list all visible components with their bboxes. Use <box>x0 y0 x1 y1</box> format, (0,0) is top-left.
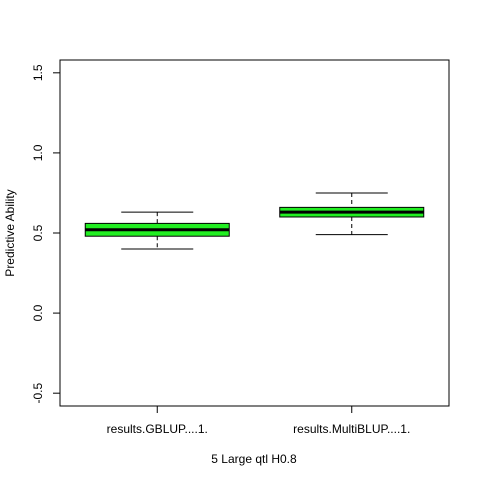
x-tick-label: results.MultiBLUP....1. <box>293 422 410 436</box>
x-axis-label: 5 Large qtl H0.8 <box>211 452 297 466</box>
y-tick-label: 1.0 <box>31 144 45 161</box>
box-1 <box>84 211 230 250</box>
y-axis-label: Predictive Ability <box>3 189 17 276</box>
y-tick-label: 1.5 <box>31 64 45 81</box>
x-axis: results.GBLUP....1. results.MultiBLUP....… <box>107 405 410 436</box>
y-tick-label: 0.0 <box>31 304 45 321</box>
box-2 <box>279 192 425 236</box>
y-tick-label: 0.5 <box>31 224 45 241</box>
x-tick-label: results.GBLUP....1. <box>107 422 208 436</box>
y-tick-label: -0.5 <box>31 383 45 404</box>
y-axis: -0.5 0.0 0.5 1.0 1.5 <box>31 64 61 404</box>
box-series <box>84 192 425 250</box>
